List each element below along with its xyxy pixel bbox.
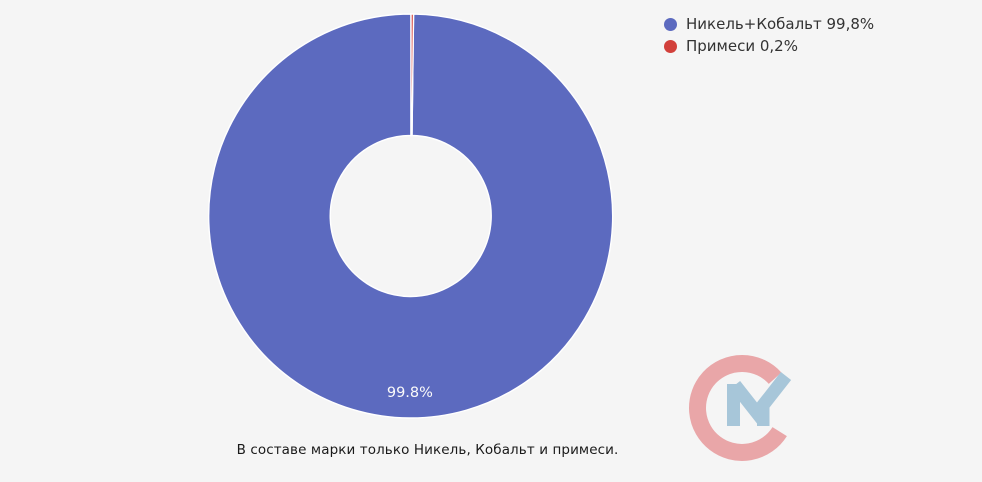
- legend-label-impurities: Примеси 0,2%: [686, 37, 798, 55]
- legend-marker-nickel-cobalt-icon: [664, 17, 677, 31]
- legend-label-nickel-cobalt: Никель+Кобальт 99,8%: [686, 15, 875, 33]
- chart-legend: Никель+Кобальт 99,8% Примеси 0,2%: [664, 15, 875, 55]
- legend-item-impurities[interactable]: Примеси 0,2%: [664, 37, 874, 55]
- donut-slice-percentage-label: 99.8%: [387, 385, 433, 401]
- logo-letter-m-right-leg: [757, 396, 770, 426]
- donut-slice-impurities[interactable]: [410, 13, 415, 137]
- chart-caption: В составе марки только Никель, Кобальт и…: [236, 442, 619, 458]
- legend-item-nickel-cobalt[interactable]: Никель+Кобальт 99,8%: [664, 15, 875, 33]
- logo-letter-c: [689, 354, 787, 461]
- donut-slice-nickel-cobalt[interactable]: [207, 13, 614, 419]
- cm-watermark-logo: [689, 354, 792, 461]
- legend-marker-impurities-icon: [664, 39, 677, 53]
